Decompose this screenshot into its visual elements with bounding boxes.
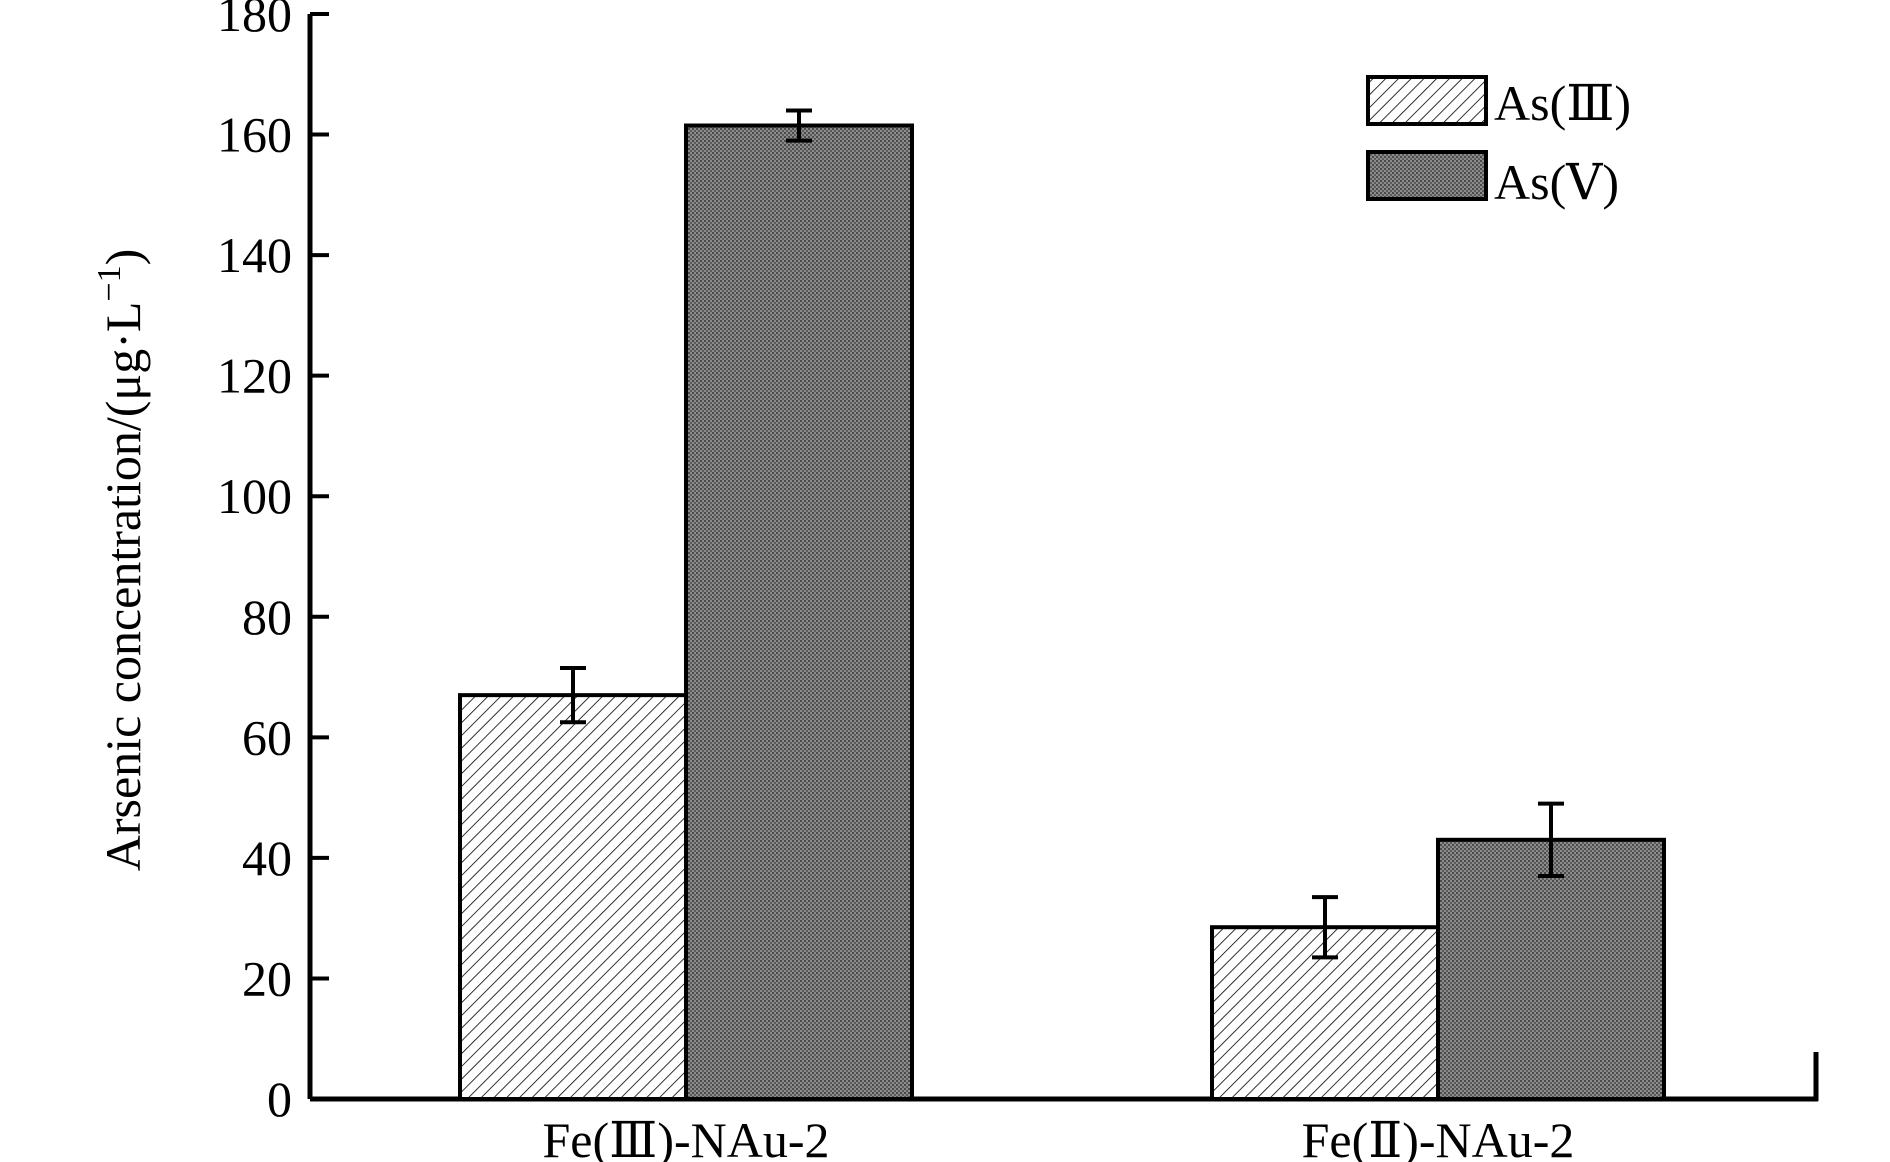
- y-tick-label: 20: [242, 950, 292, 1006]
- bar-1-1: [458, 693, 688, 1102]
- y-axis-ticks: 0 20 40 60 80 100 120 140 160 180: [217, 0, 329, 1127]
- legend-label-series-2: As(Ⅴ): [1494, 154, 1619, 210]
- y-tick-label: 120: [217, 348, 292, 404]
- bar-2-2: [1436, 837, 1666, 1101]
- y-tick-label: 140: [217, 227, 292, 283]
- y-tick-label: 160: [217, 107, 292, 163]
- y-tick-label: 40: [242, 830, 292, 886]
- bars: [458, 123, 1666, 1102]
- y-tick-label: 60: [242, 709, 292, 765]
- plot-area: 0 20 40 60 80 100 120 140 160 180 Fe(Ⅲ)-NAu-2 Fe(Ⅱ…: [217, 0, 1819, 1162]
- legend: As(Ⅲ) As(Ⅴ): [1366, 75, 1631, 210]
- legend-label-series-1: As(Ⅲ): [1494, 75, 1631, 131]
- legend-swatch-series-1: [1366, 75, 1488, 126]
- y-tick-label: 180: [217, 0, 292, 42]
- y-axis-label-superscript: −1: [91, 265, 128, 301]
- y-axis-label-close: ): [95, 249, 151, 266]
- x-tick-label: Fe(Ⅲ)-NAu-2: [542, 1112, 829, 1162]
- y-axis-label: Arsenic concentration/(μg·L−1): [91, 249, 151, 871]
- y-tick-label: 80: [242, 589, 292, 645]
- bar-2-1: [684, 123, 914, 1101]
- x-tick-label: Fe(Ⅱ)-NAu-2: [1302, 1112, 1575, 1162]
- x-axis-labels: Fe(Ⅲ)-NAu-2 Fe(Ⅱ)-NAu-2: [542, 1112, 1574, 1162]
- y-tick-label: 0: [267, 1071, 292, 1127]
- y-axis-label-main: Arsenic concentration/(μg·L: [95, 302, 151, 872]
- y-tick-label: 100: [217, 468, 292, 524]
- legend-swatch-series-2: [1366, 150, 1488, 201]
- error-bars: [560, 108, 1564, 960]
